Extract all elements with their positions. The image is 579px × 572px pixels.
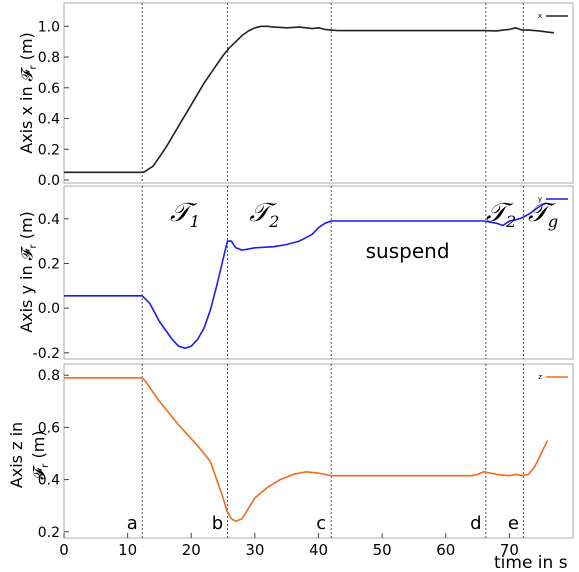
xtick-label-6: 60	[436, 541, 455, 559]
ylabel-x-unit: (m)	[17, 32, 36, 65]
ytick-label-x-5: 1.0	[38, 19, 60, 35]
xtick-label-0: 0	[59, 541, 69, 559]
panel-z-frame	[63, 363, 574, 539]
event-label-a: a	[127, 513, 138, 534]
xtick-label-3: 30	[245, 541, 264, 559]
event-label-d: d	[470, 513, 481, 534]
event-label-b: b	[212, 513, 223, 534]
xtick-label-1: 10	[118, 541, 137, 559]
ytick-label-y-3: 0.4	[38, 212, 60, 228]
xlabel: time in s	[494, 553, 568, 572]
panel-x-frame	[63, 2, 574, 184]
event-label-e: e	[508, 513, 519, 534]
series-line-z	[64, 377, 549, 523]
ylabel-y-unit: (m)	[17, 211, 36, 244]
xtick-label-7: 70	[500, 541, 519, 559]
phase-label-sub-3: 2	[505, 212, 516, 231]
phase-label-sub-1: 2	[268, 212, 279, 231]
xtick-label-2: 20	[182, 541, 201, 559]
ylabel-z-frame: 𝓕r (m)	[29, 430, 51, 479]
series-line-y	[64, 202, 547, 350]
ylabel-y-axis: Axis y in 𝓕r (m)	[17, 211, 39, 333]
panel-y-frame	[63, 185, 574, 360]
ytick-label-y-2: 0.2	[38, 256, 60, 272]
phase-label-4: 𝒯g	[528, 198, 558, 231]
ylabel-z-sub: r	[40, 463, 51, 468]
ytick-label-z-3: 0.8	[38, 368, 60, 384]
xtick-label-5: 50	[373, 541, 392, 559]
phase-label-sub-4: g	[548, 212, 558, 231]
ytick-label-x-1: 0.2	[38, 142, 60, 158]
ytick-label-x-3: 0.6	[38, 81, 60, 97]
ytick-label-z-2: 0.6	[38, 420, 60, 436]
phase-label-main-2: suspend	[366, 239, 450, 263]
phase-label-sub-0: 1	[190, 212, 200, 231]
ytick-label-z-0: 0.2	[38, 525, 60, 541]
phase-label-2: suspend	[366, 239, 450, 263]
legend-label-x: x	[538, 12, 542, 20]
ytick-label-x-4: 0.8	[38, 50, 60, 66]
ytick-label-x-0: 0.0	[38, 173, 60, 189]
ytick-label-z-1: 0.4	[38, 473, 60, 489]
legend-label-y: y	[538, 195, 542, 203]
ytick-label-y-0: -0.2	[33, 346, 60, 362]
ylabel-x-axis: Axis x in 𝓕r (m)	[17, 32, 39, 154]
ytick-label-x-2: 0.4	[38, 112, 60, 128]
series-line-x	[64, 25, 554, 174]
legend-y: y	[538, 195, 568, 203]
legend-x: x	[538, 12, 568, 20]
xtick-label-4: 40	[309, 541, 328, 559]
ylabel-z-axis: Axis z in	[7, 422, 26, 488]
legend-label-z: z	[538, 373, 542, 381]
ytick-label-y-1: 0.0	[38, 301, 60, 317]
event-label-c: c	[316, 513, 326, 534]
ylabel-y-sub: r	[28, 243, 39, 248]
ylabel-x-sub: r	[28, 64, 39, 69]
ylabel-x-text: Axis x in 𝓕	[17, 66, 36, 154]
ylabel-z-frame-text: 𝓕	[29, 465, 48, 480]
ylabel-z-unit: (m)	[29, 430, 48, 463]
ylabel-y-text: Axis y in 𝓕	[17, 245, 36, 333]
legend-z: z	[538, 373, 568, 381]
